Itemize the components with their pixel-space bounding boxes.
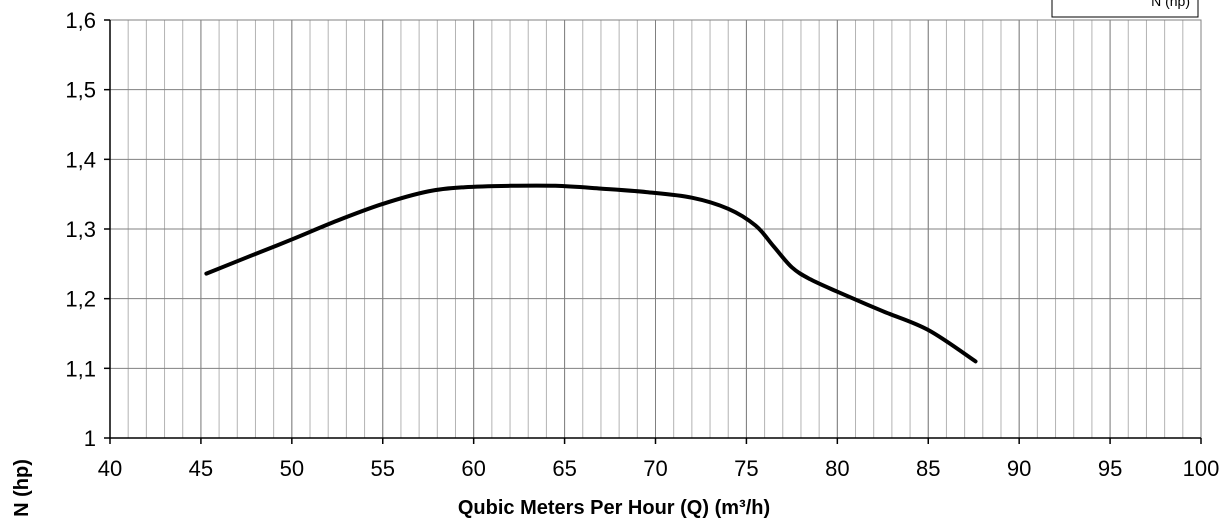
legend-entry-label: N (hp) [1151,0,1190,9]
x-tick-label: 85 [916,456,940,481]
x-tick-label: 90 [1007,456,1031,481]
y-tick-label: 1,3 [65,217,96,242]
x-tick-label: 50 [280,456,304,481]
series-line [204,183,978,364]
x-tick-label: 95 [1098,456,1122,481]
x-tick-label: 70 [643,456,667,481]
y-axis-title: N (hp) [11,459,33,517]
x-tick-label: 65 [552,456,576,481]
x-tick-label: 80 [825,456,849,481]
y-tick-label: 1,4 [65,147,96,172]
y-tick-label: 1,1 [65,356,96,381]
y-tick-label: 1,2 [65,287,96,312]
x-tick-labels: 40 45 50 55 60 65 70 75 80 85 90 95 100 [98,456,1220,481]
axes [104,19,1202,444]
x-axis-title: Qubic Meters Per Hour (Q) (m³/h) [458,497,770,519]
x-tick-label: 45 [189,456,213,481]
x-tick-label: 55 [371,456,395,481]
series-layer [204,183,978,364]
y-tick-label: 1,6 [65,8,96,33]
legend: N (hp) [1051,0,1199,18]
x-tick-label: 75 [734,456,758,481]
x-tick-label: 60 [461,456,485,481]
legend-box [1051,0,1199,18]
y-tick-label: 1 [84,426,96,451]
y-tick-label: 1,5 [65,78,96,103]
x-tick-label: 40 [98,456,122,481]
x-tick-label: 100 [1183,456,1220,481]
y-tick-labels: 1 1,1 1,2 1,3 1,4 1,5 1,6 [65,8,96,451]
